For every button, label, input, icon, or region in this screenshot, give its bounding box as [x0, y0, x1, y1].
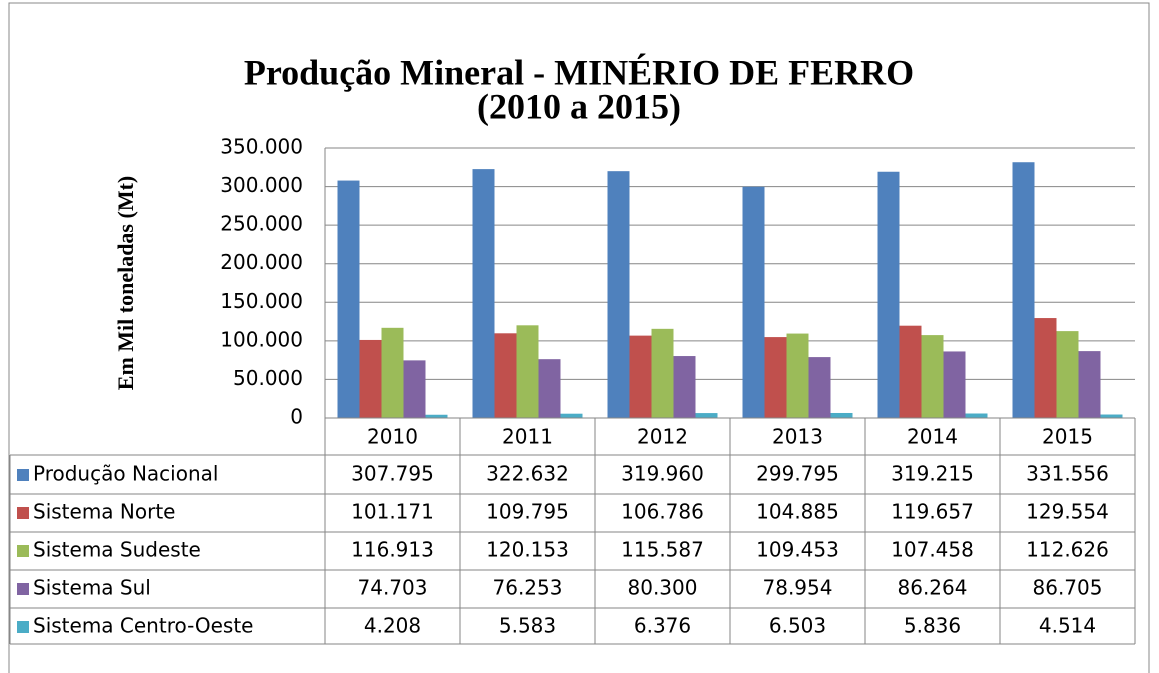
legend-swatch: [17, 469, 29, 481]
legend-swatch: [17, 507, 29, 519]
table-value: 106.786: [621, 500, 704, 524]
bar: [899, 325, 922, 418]
x-tick-label: 2011: [502, 425, 553, 449]
bar: [764, 337, 787, 418]
chart-subtitle: (2010 a 2015): [477, 86, 681, 126]
table-value: 107.458: [891, 538, 974, 562]
y-axis-label: Em Mil toneladas (Mt): [113, 176, 138, 390]
bar: [830, 412, 853, 418]
chart-frame: [8, 2, 1150, 673]
table-value: 5.836: [904, 614, 961, 638]
x-tick-label: 2014: [907, 425, 958, 449]
table-value: 5.583: [499, 614, 556, 638]
table-value: 78.954: [763, 576, 833, 600]
legend-swatch: [17, 545, 29, 557]
bar: [403, 360, 426, 418]
table-value: 299.795: [756, 462, 839, 486]
legend-swatch: [17, 583, 29, 595]
table-value: 104.885: [756, 500, 839, 524]
bar: [1078, 351, 1101, 418]
legend-label: Produção Nacional: [33, 462, 218, 486]
y-tick-label: 250.000: [220, 212, 303, 236]
y-tick-label: 350.000: [220, 135, 303, 159]
bar: [965, 413, 988, 418]
table-value: 6.503: [769, 614, 826, 638]
bar: [381, 327, 404, 418]
x-tick-label: 2013: [772, 425, 823, 449]
bar: [1056, 331, 1079, 418]
table-value: 109.453: [756, 538, 839, 562]
x-tick-label: 2012: [637, 425, 688, 449]
table-value: 120.153: [486, 538, 569, 562]
bar: [742, 186, 765, 418]
legend-label: Sistema Centro-Oeste: [33, 614, 253, 638]
bar: [538, 359, 561, 418]
legend-label: Sistema Sudeste: [33, 538, 201, 562]
bar: [786, 333, 809, 418]
y-tick-label: 200.000: [220, 250, 303, 274]
table-value: 322.632: [486, 462, 569, 486]
table-value: 115.587: [621, 538, 704, 562]
table-value: 116.913: [351, 538, 434, 562]
bar: [560, 413, 583, 418]
bar: [943, 351, 966, 418]
y-tick-label: 100.000: [220, 327, 303, 351]
bar: [651, 328, 674, 418]
table-value: 119.657: [891, 500, 974, 524]
table-value: 6.376: [634, 614, 691, 638]
table-value: 86.705: [1033, 576, 1103, 600]
table-value: 4.514: [1039, 614, 1096, 638]
bar: [425, 414, 448, 418]
table-value: 80.300: [628, 576, 698, 600]
table-value: 101.171: [351, 500, 434, 524]
y-tick-label: 150.000: [220, 289, 303, 313]
bar: [516, 325, 539, 418]
table-value: 319.215: [891, 462, 974, 486]
legend-swatch: [17, 621, 29, 633]
y-tick-label: 300.000: [220, 173, 303, 197]
table-value: 76.253: [493, 576, 563, 600]
bar: [921, 335, 944, 418]
table-value: 129.554: [1026, 500, 1109, 524]
y-tick-label: 0: [290, 405, 303, 429]
y-tick-label: 50.000: [233, 366, 303, 390]
bar: [1012, 162, 1035, 418]
table-value: 112.626: [1026, 538, 1109, 562]
table-value: 319.960: [621, 462, 704, 486]
bar: [359, 339, 382, 418]
table-value: 86.264: [898, 576, 968, 600]
bar: [494, 333, 517, 418]
table-value: 331.556: [1026, 462, 1109, 486]
bar: [472, 169, 495, 418]
bar: [337, 180, 360, 418]
bar: [695, 413, 718, 418]
bar: [877, 171, 900, 418]
table-value: 74.703: [358, 576, 428, 600]
table-value: 109.795: [486, 500, 569, 524]
bar: [1034, 318, 1057, 418]
bar: [808, 357, 831, 418]
legend-label: Sistema Norte: [33, 500, 175, 524]
bar: [1100, 414, 1123, 418]
bar: [607, 171, 630, 418]
bar: [673, 356, 696, 418]
legend-label: Sistema Sul: [33, 576, 151, 600]
bar: [629, 335, 652, 418]
table-value: 4.208: [364, 614, 421, 638]
x-tick-label: 2015: [1042, 425, 1093, 449]
x-tick-label: 2010: [367, 425, 418, 449]
chart-title: Produção Mineral - MINÉRIO DE FERRO: [244, 52, 914, 92]
table-value: 307.795: [351, 462, 434, 486]
